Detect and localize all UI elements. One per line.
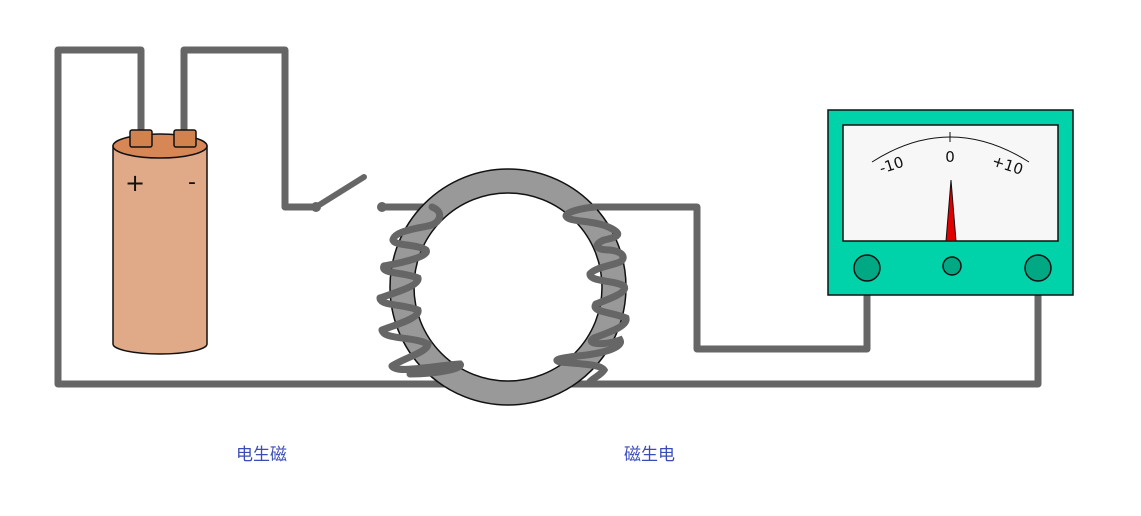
primary-coil-turn [376,262,422,302]
caption-magnetism-to-electricity: 磁生电 [624,445,675,465]
meter-center-knob [942,256,962,276]
primary-coil-turn [376,294,422,334]
primary-coil-turn [389,203,444,244]
primary-coil-turn [388,360,464,378]
battery-minus-terminal [173,129,197,148]
secondary-coil-turn [586,236,627,278]
wire-secondary-to-meter [591,203,871,353]
meter-left-terminal [853,254,881,282]
wire-battery-minus-to-switch [180,46,320,211]
switch-pivot [311,202,321,212]
battery-plus-terminal [129,129,153,148]
switch-contact [377,202,387,212]
switch-blade [313,174,367,210]
secondary-coil-turn [590,300,630,342]
wire-battery-plus-loop [54,46,1042,388]
primary-coil [376,203,464,378]
galvanometer: -10 0 +10 [827,109,1074,296]
secondary-coil-turn [562,203,622,244]
meter-scale-zero: 0 [945,148,955,166]
caption-electricity-to-magnetism: 电生磁 [236,445,287,465]
battery-plus-label: + [125,169,145,197]
battery-minus-label: - [188,170,196,195]
meter-needle [945,179,957,242]
secondary-coil-turn [574,334,624,360]
primary-coil-turn [378,326,432,370]
battery: + - [112,129,208,355]
secondary-coil-turn [553,352,609,388]
primary-coil-turn [380,236,430,270]
knife-switch [311,174,387,212]
battery-body [112,145,208,355]
meter-right-terminal [1024,254,1052,282]
secondary-coil [553,203,630,388]
wires [54,46,1042,388]
secondary-coil-turn [586,270,629,308]
